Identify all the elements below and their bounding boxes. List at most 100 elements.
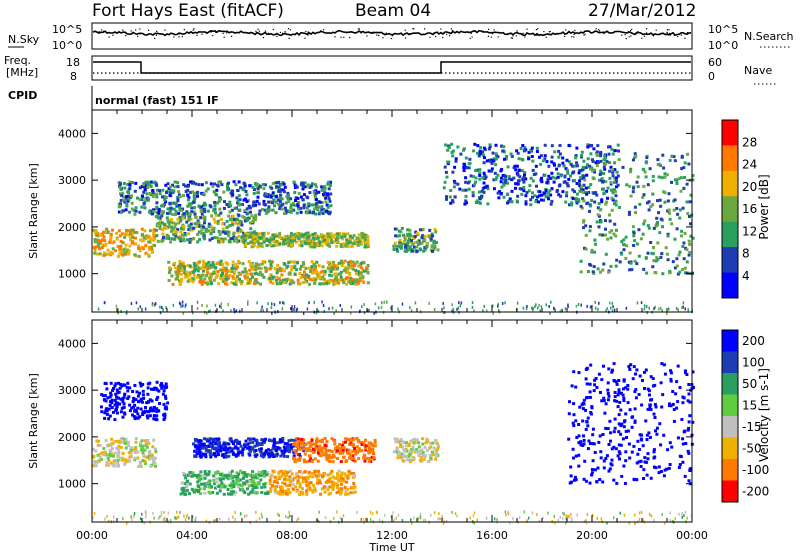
echo-cell (150, 453, 154, 457)
echo-cell (354, 272, 358, 276)
echo-cell (622, 248, 626, 252)
echo-cell (632, 186, 635, 190)
echo-cell (210, 485, 213, 489)
echo-cell (121, 397, 125, 401)
echo-cell (429, 445, 433, 449)
echo-cell (267, 267, 271, 271)
echo-cell (506, 165, 510, 169)
echo-cell (309, 441, 313, 445)
noise-dot (526, 28, 528, 30)
echo-cell (361, 279, 365, 283)
echo-cell (622, 238, 626, 242)
echo-cell (117, 308, 119, 312)
echo-cell (613, 149, 617, 153)
echo-cell (169, 220, 173, 224)
echo-cell (363, 459, 367, 463)
echo-cell (575, 164, 579, 168)
echo-cell (310, 471, 314, 475)
echo-cell (226, 262, 230, 266)
echo-cell (602, 172, 606, 175)
echo-cell (541, 159, 545, 163)
echo-cell (244, 243, 248, 247)
echo-cell (185, 303, 187, 307)
echo-cell (323, 437, 327, 440)
echo-cell (92, 455, 96, 459)
echo-cell (204, 455, 208, 459)
echo-cell (315, 437, 319, 441)
echo-cell (244, 232, 247, 236)
echo-cell (267, 200, 271, 204)
echo-cell (618, 260, 622, 264)
echo-cell (310, 438, 314, 442)
echo-cell (256, 301, 258, 305)
echo-cell (236, 199, 240, 203)
echo-cell (221, 222, 225, 226)
echo-cell (147, 441, 151, 445)
echo-cell (659, 255, 663, 259)
echo-cell (348, 260, 352, 264)
echo-cell (257, 212, 261, 216)
echo-cell (250, 446, 254, 450)
echo-cell (283, 482, 287, 486)
echo-cell (414, 230, 418, 234)
echo-cell (148, 229, 152, 233)
echo-cell (271, 208, 275, 212)
echo-cell (143, 200, 147, 204)
echo-cell (260, 438, 264, 442)
echo-cell (153, 244, 157, 247)
echo-cell (683, 161, 687, 165)
echo-cell (314, 191, 318, 195)
echo-cell (208, 482, 212, 486)
noise-dot (449, 35, 451, 37)
noise-dot (516, 30, 518, 32)
echo-cell (302, 262, 305, 266)
noise-dot (545, 36, 547, 38)
noise-dot (536, 34, 538, 36)
echo-cell (355, 445, 359, 449)
echo-cell (234, 280, 238, 284)
noise-dot (255, 30, 257, 32)
echo-cell (295, 240, 299, 244)
echo-cell (492, 178, 496, 182)
echo-cell (251, 488, 255, 492)
echo-cell (583, 178, 587, 182)
echo-cell (163, 413, 167, 417)
echo-cell (500, 144, 504, 148)
echo-cell (612, 180, 616, 184)
echo-cell (494, 152, 498, 156)
echo-cell (647, 226, 651, 230)
echo-cell (322, 446, 326, 450)
echo-cell (204, 281, 208, 285)
echo-cell (579, 270, 583, 274)
noise-dot (487, 35, 489, 37)
echo-cell (301, 487, 304, 491)
echo-cell (510, 200, 514, 204)
echo-cell (105, 460, 109, 464)
echo-cell (287, 489, 291, 493)
echo-cell (97, 459, 101, 463)
echo-cell (433, 244, 437, 248)
echo-cell (197, 490, 200, 494)
echo-cell (113, 418, 117, 422)
echo-cell (221, 262, 224, 266)
echo-cell (610, 208, 614, 212)
echo-cell (530, 146, 534, 150)
echo-cell (152, 388, 156, 391)
echo-cell (254, 268, 258, 272)
echo-cell (134, 236, 137, 240)
echo-cell (602, 158, 606, 162)
echo-cell (98, 444, 102, 447)
echo-cell (612, 232, 616, 236)
echo-cell (161, 237, 165, 241)
echo-cell (171, 221, 175, 225)
echo-cell (254, 266, 258, 270)
echo-cell (396, 244, 400, 248)
echo-cell (143, 188, 147, 192)
echo-cell (339, 492, 342, 496)
echo-cell (343, 472, 347, 476)
echo-cell (271, 447, 275, 451)
echo-cell (260, 491, 264, 494)
echo-cell (258, 473, 262, 477)
echo-cell (268, 208, 272, 212)
echo-cell (112, 387, 115, 390)
